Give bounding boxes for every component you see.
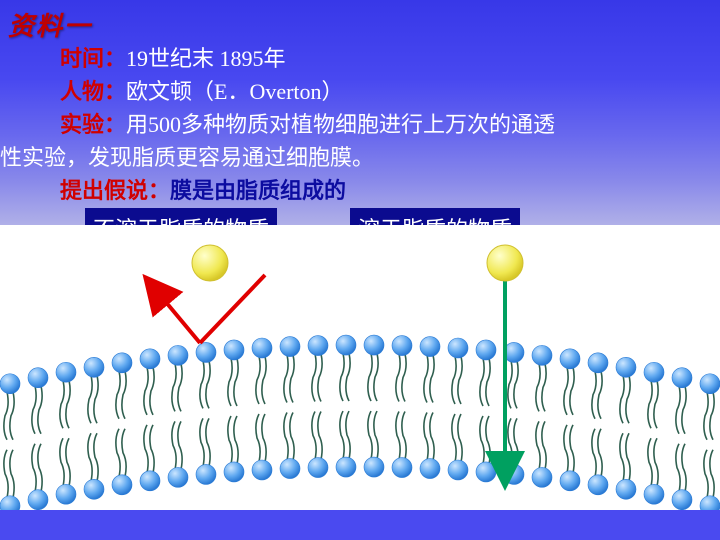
bottom-band <box>0 510 720 540</box>
exp-value-a: 用500多种物质对植物细胞进行上万次的通透 <box>126 112 555 137</box>
person-label: 人物： <box>60 79 126 104</box>
exp-label: 实验： <box>60 112 126 137</box>
body-text: 时间：19世纪末 1895年 人物：欧文顿（E．Overton） 实验：用500… <box>60 42 700 207</box>
diagram-area <box>0 225 720 510</box>
hypo-label: 提出假说： <box>60 178 170 203</box>
top-gradient-section: 资料一 时间：19世纪末 1895年 人物：欧文顿（E．Overton） 实验：… <box>0 0 720 225</box>
line-time: 时间：19世纪末 1895年 <box>60 42 700 75</box>
membrane-diagram <box>0 225 720 510</box>
person-value: 欧文顿（E．Overton） <box>126 79 344 104</box>
line-exp-b: 性实验，发现脂质更容易通过细胞膜。 <box>0 141 700 174</box>
time-value: 19世纪末 1895年 <box>126 46 286 71</box>
slide: 资料一 时间：19世纪末 1895年 人物：欧文顿（E．Overton） 实验：… <box>0 0 720 540</box>
line-exp-a: 实验：用500多种物质对植物细胞进行上万次的通透 <box>60 108 700 141</box>
time-label: 时间： <box>60 46 126 71</box>
line-person: 人物：欧文顿（E．Overton） <box>60 75 700 108</box>
slide-title: 资料一 <box>8 6 92 43</box>
line-hypo: 提出假说：膜是由脂质组成的 <box>60 174 700 207</box>
hypo-value: 膜是由脂质组成的 <box>170 178 346 203</box>
